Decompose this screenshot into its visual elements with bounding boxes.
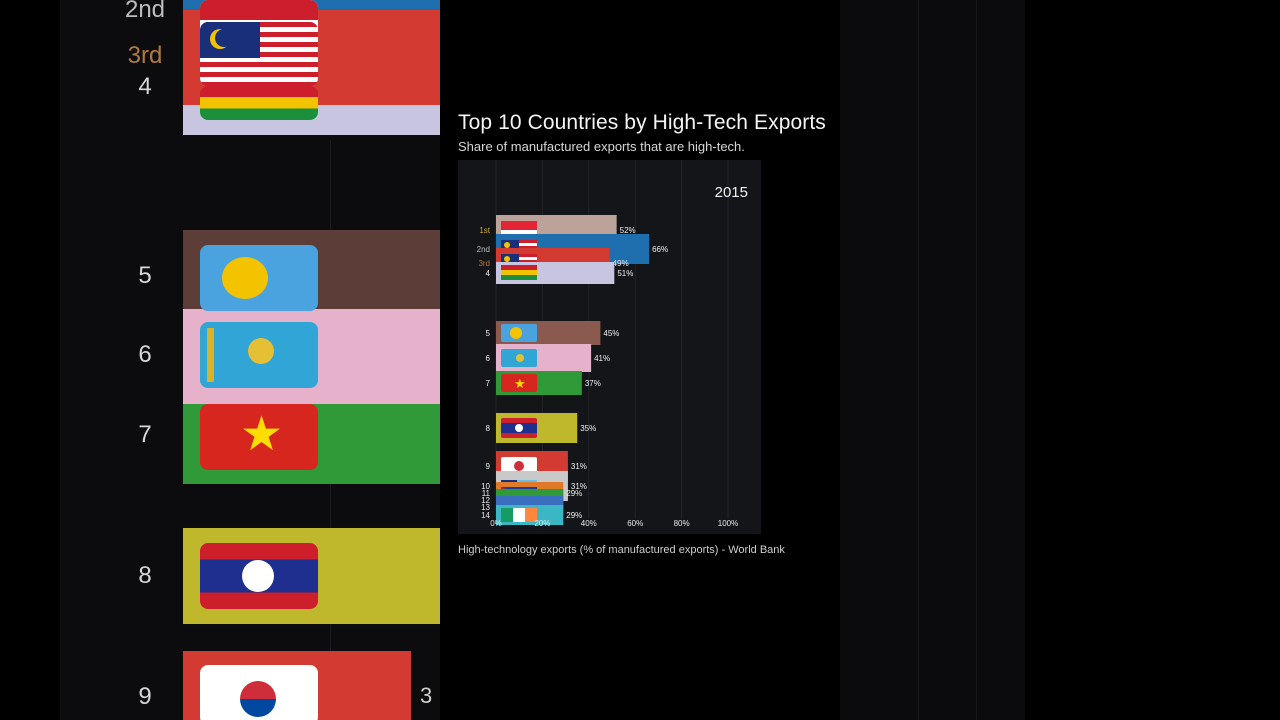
data-label: 66% bbox=[652, 245, 668, 254]
bg-gridline bbox=[976, 0, 977, 720]
bg-rank-label: 8 bbox=[138, 562, 152, 589]
rank-label: 12 bbox=[481, 496, 490, 505]
ghana-flag-icon bbox=[200, 86, 318, 120]
chart-title: Top 10 Countries by High-Tech Exports bbox=[458, 111, 826, 134]
south-korea-flag-icon bbox=[514, 461, 524, 471]
rank-label: 9 bbox=[486, 462, 491, 471]
rank-label: 11 bbox=[482, 489, 491, 498]
data-label: 52% bbox=[620, 226, 636, 235]
malaysia-flag-icon bbox=[504, 242, 510, 248]
bg-rank-label: 4 bbox=[138, 73, 152, 100]
data-source: High-technology exports (% of manufactur… bbox=[458, 544, 785, 556]
rank-label: 8 bbox=[486, 424, 491, 433]
kazakhstan-flag-icon bbox=[200, 322, 318, 388]
bg-gridline bbox=[918, 0, 919, 720]
ghana-flag-icon bbox=[501, 270, 537, 275]
bar-chart: 52% 1st 66% 2nd 49% 3rd 51% 4 45% 5 41% 6 ★ 37% 7 35% 8 3… bbox=[477, 160, 738, 528]
background-right-panel bbox=[840, 0, 1025, 720]
bg-rank-label: 6 bbox=[138, 341, 152, 368]
bg-edge-digit: 3 bbox=[420, 683, 433, 708]
ghana-flag-icon bbox=[501, 265, 537, 270]
palau-flag-icon bbox=[200, 245, 318, 311]
x-tick-label: 40% bbox=[581, 519, 597, 528]
rank-label: 10 bbox=[481, 482, 490, 491]
x-tick-label: 0% bbox=[490, 519, 502, 528]
ghana-flag-icon bbox=[501, 275, 537, 280]
chart-area: 52% 1st 66% 2nd 49% 3rd 51% 4 45% 5 41% 6 ★ 37% 7 35% 8 3… bbox=[458, 160, 761, 534]
rank-label: 14 bbox=[481, 511, 490, 520]
bg-rank-label: 5 bbox=[138, 262, 152, 289]
bg-rank-label: 7 bbox=[138, 421, 152, 448]
rank-label: 13 bbox=[481, 503, 490, 512]
malaysia-flag-icon bbox=[504, 256, 510, 262]
vietnam-flag-icon: ★ bbox=[514, 376, 526, 391]
laos-flag-icon bbox=[515, 424, 523, 432]
x-tick-label: 80% bbox=[674, 519, 690, 528]
rank-label: 1st bbox=[479, 226, 490, 235]
bg-rank-label: 2nd bbox=[124, 0, 166, 23]
palau-flag-icon bbox=[510, 327, 522, 339]
data-label: 41% bbox=[594, 354, 610, 363]
x-tick-label: 20% bbox=[534, 519, 550, 528]
year-label: 2015 bbox=[714, 184, 748, 201]
rank-label: 6 bbox=[486, 354, 491, 363]
bg-rank-label: 9 bbox=[138, 683, 152, 710]
south-korea-flag-icon bbox=[200, 665, 318, 720]
rank-label: 5 bbox=[486, 329, 491, 338]
laos-flag-icon bbox=[200, 543, 318, 609]
bg-rank-label: 3rd bbox=[127, 42, 163, 69]
malaysia-flag-icon bbox=[200, 22, 318, 86]
rank-label: 3rd bbox=[478, 259, 490, 268]
data-label: 49% bbox=[613, 259, 629, 268]
data-label: 31% bbox=[571, 482, 587, 491]
chart-subtitle: Share of manufactured exports that are h… bbox=[458, 139, 745, 154]
vietnam-flag-icon: ★ bbox=[200, 404, 318, 470]
data-label: 45% bbox=[603, 329, 619, 338]
kazakhstan-flag-icon bbox=[516, 354, 524, 362]
data-label: 31% bbox=[571, 462, 587, 471]
cuba-flag-icon bbox=[501, 487, 537, 490]
rank-label: 2nd bbox=[477, 245, 490, 254]
vietnam-flag-icon bbox=[501, 374, 537, 392]
data-label: 35% bbox=[580, 424, 596, 433]
x-tick-label: 60% bbox=[627, 519, 643, 528]
ireland-flag-icon bbox=[513, 508, 525, 522]
ireland-flag-icon bbox=[501, 508, 513, 522]
data-label: 37% bbox=[585, 379, 601, 388]
rank-label: 7 bbox=[486, 379, 491, 388]
background-zoomed-chart: 2nd 3rd 4 5 6 7 8 9 ★ 3 bbox=[60, 0, 440, 720]
data-label: 29% bbox=[566, 511, 582, 520]
ireland-flag-icon bbox=[525, 508, 537, 522]
data-label: 51% bbox=[617, 269, 633, 278]
data-label: 29% bbox=[566, 489, 582, 498]
rank-label: 4 bbox=[486, 269, 491, 278]
singapore-flag-icon bbox=[501, 221, 537, 230]
x-tick-label: 100% bbox=[718, 519, 738, 528]
